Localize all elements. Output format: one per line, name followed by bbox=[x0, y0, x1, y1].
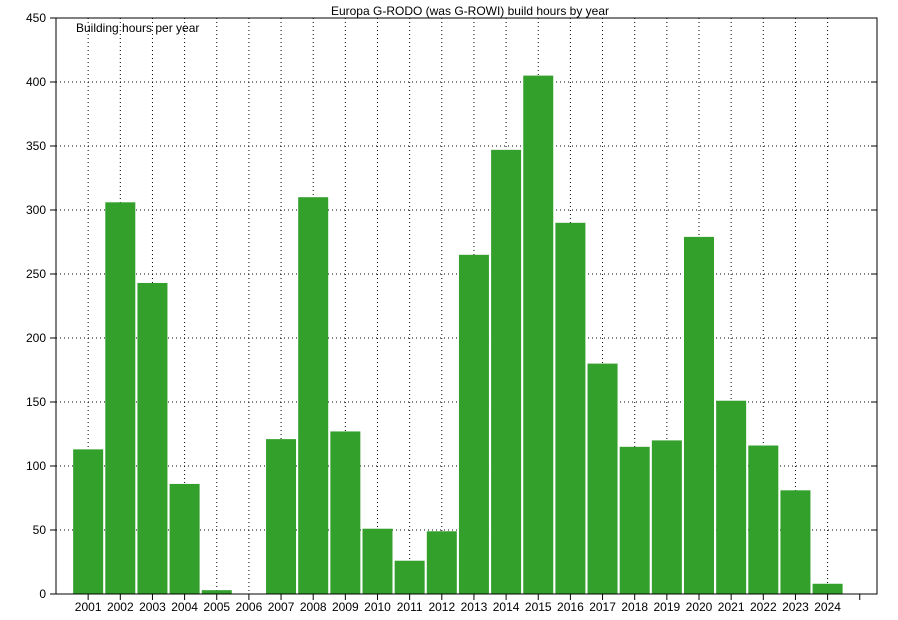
y-tick-label: 100 bbox=[26, 459, 46, 473]
x-tick-label: 2011 bbox=[397, 600, 423, 614]
bar bbox=[780, 490, 811, 594]
y-tick-label: 0 bbox=[39, 587, 46, 601]
x-tick-label: 2024 bbox=[814, 600, 841, 614]
x-tick-label: 2019 bbox=[653, 600, 680, 614]
x-tick-label: 2014 bbox=[493, 600, 520, 614]
x-tick-label: 2002 bbox=[107, 600, 134, 614]
x-tick-label: 2015 bbox=[525, 600, 552, 614]
bar bbox=[105, 202, 136, 594]
bar bbox=[394, 560, 425, 594]
x-tick-label: 2010 bbox=[364, 600, 391, 614]
bar bbox=[587, 363, 618, 594]
y-tick-label: 450 bbox=[26, 11, 46, 25]
chart-title: Europa G-RODO (was G-ROWI) build hours b… bbox=[331, 4, 609, 18]
bar bbox=[748, 445, 779, 594]
y-tick-label: 250 bbox=[26, 267, 46, 281]
bar bbox=[137, 282, 168, 594]
y-tick-label: 400 bbox=[26, 75, 46, 89]
bar bbox=[491, 149, 522, 594]
x-tick-label: 2003 bbox=[139, 600, 166, 614]
bar bbox=[716, 400, 747, 594]
x-tick-label: 2018 bbox=[621, 600, 648, 614]
bar bbox=[266, 439, 297, 594]
x-tick-label: 2009 bbox=[332, 600, 359, 614]
bar bbox=[362, 528, 393, 594]
bar bbox=[169, 483, 200, 594]
y-tick-label: 350 bbox=[26, 139, 46, 153]
x-tick-label: 2006 bbox=[236, 600, 263, 614]
x-tick-label: 2013 bbox=[461, 600, 488, 614]
x-tick-label: 2021 bbox=[718, 600, 745, 614]
legend-label: Building hours per year bbox=[76, 21, 199, 35]
y-tick-label: 300 bbox=[26, 203, 46, 217]
x-tick-label: 2017 bbox=[589, 600, 616, 614]
bar bbox=[684, 236, 714, 594]
x-tick-label: 2016 bbox=[557, 600, 584, 614]
y-tick-label: 200 bbox=[26, 331, 46, 345]
x-tick-label: 2022 bbox=[750, 600, 777, 614]
bar bbox=[73, 449, 104, 594]
x-tick-label: 2020 bbox=[686, 600, 713, 614]
bar bbox=[619, 446, 650, 594]
x-tick-label: 2004 bbox=[171, 600, 198, 614]
x-tick-label: 2023 bbox=[782, 600, 809, 614]
bar bbox=[651, 440, 682, 594]
bar bbox=[458, 254, 489, 595]
x-tick-label: 2001 bbox=[75, 600, 102, 614]
x-tick-label: 2008 bbox=[300, 600, 327, 614]
y-tick-label: 150 bbox=[26, 395, 46, 409]
bar bbox=[201, 590, 232, 594]
bar bbox=[812, 583, 843, 594]
x-tick-label: 2012 bbox=[428, 600, 455, 614]
bar bbox=[298, 197, 329, 594]
x-tick-label: 2007 bbox=[268, 600, 295, 614]
bar bbox=[330, 431, 361, 594]
plot-frame bbox=[55, 17, 878, 595]
bar bbox=[426, 531, 457, 594]
bar bbox=[555, 222, 586, 595]
y-tick-label: 50 bbox=[33, 523, 47, 537]
axes: 0 50 100 150 200 250 300 350 400 450 2001 2002 2003 2… bbox=[26, 11, 878, 614]
x-tick-label: 2005 bbox=[203, 600, 230, 614]
bars bbox=[73, 75, 843, 595]
bar bbox=[523, 75, 554, 595]
